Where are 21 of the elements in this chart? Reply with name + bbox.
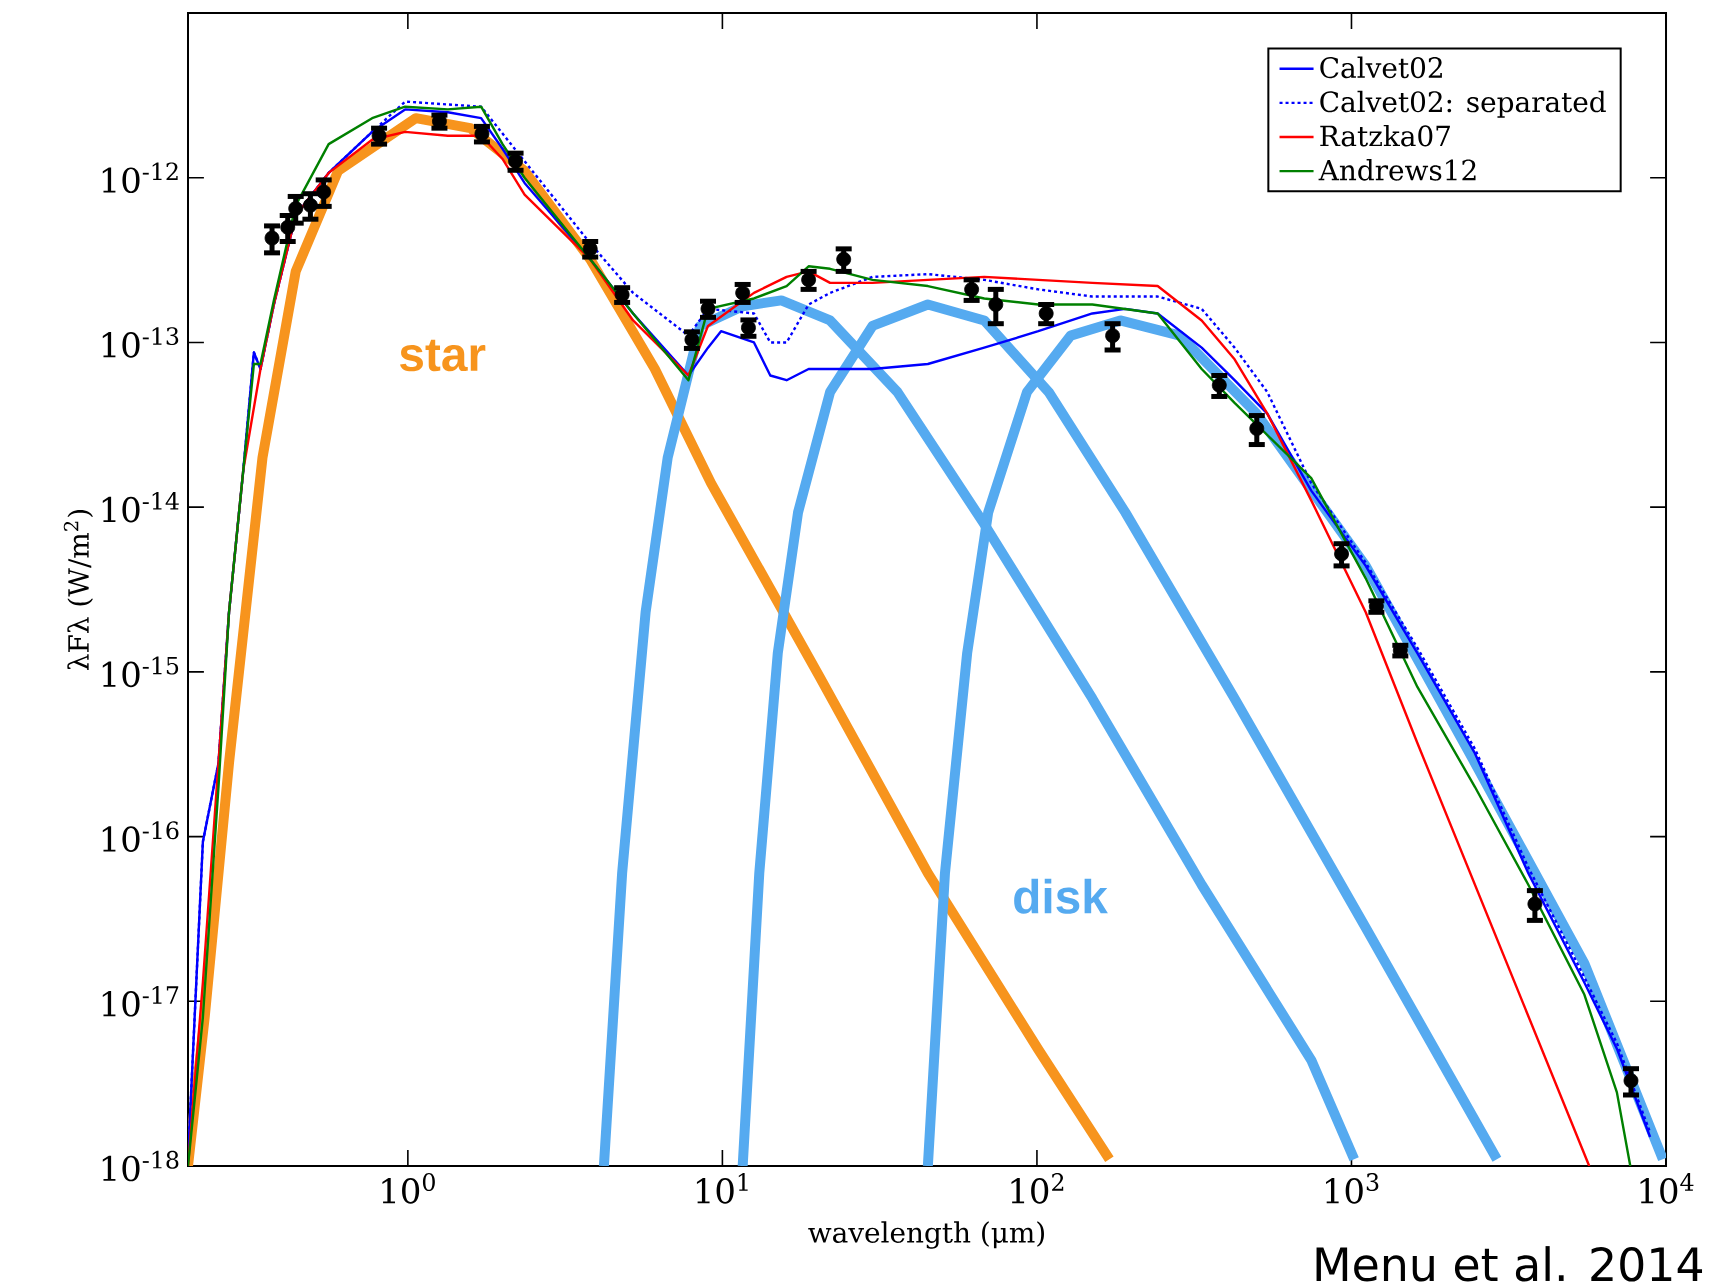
- x-tick-label: 10$^{1}$: [696, 1173, 748, 1204]
- legend-label: Andrews12: [1318, 159, 1476, 181]
- annotation: star: [400, 339, 486, 372]
- x-tick-label: 10$^{0}$: [382, 1173, 435, 1204]
- y-tick-label: 10$^{-15}$: [102, 656, 179, 688]
- y-tick-label: 10$^{-17}$: [102, 986, 179, 1017]
- y-tick-label: 10$^{-18}$: [102, 1150, 179, 1182]
- legend-label: Ratzka07: [1320, 124, 1450, 147]
- legend-label: Calvet02: [1320, 56, 1442, 79]
- y-tick-label: 10$^{-14}$: [102, 491, 179, 523]
- x-tick-label: 10$^{3}$: [1326, 1173, 1379, 1204]
- annotation: disk: [1014, 878, 1108, 914]
- y-tick-label: 10$^{-13}$: [102, 327, 179, 358]
- text: Menu et al. 2014: [1316, 1246, 1703, 1282]
- y-axis-title: λFλ (W/m$^{2}$): [63, 510, 93, 671]
- y-tick-label: 10$^{-12}$: [102, 162, 178, 194]
- x-axis-title: wavelength (μm): [808, 1221, 1044, 1249]
- legend-label: Calvet02: separated: [1320, 90, 1606, 118]
- y-tick-label: 10$^{-16}$: [102, 821, 179, 852]
- x-tick-label: 10$^{2}$: [1011, 1173, 1064, 1204]
- x-tick-label: 10$^{4}$: [1640, 1173, 1694, 1204]
